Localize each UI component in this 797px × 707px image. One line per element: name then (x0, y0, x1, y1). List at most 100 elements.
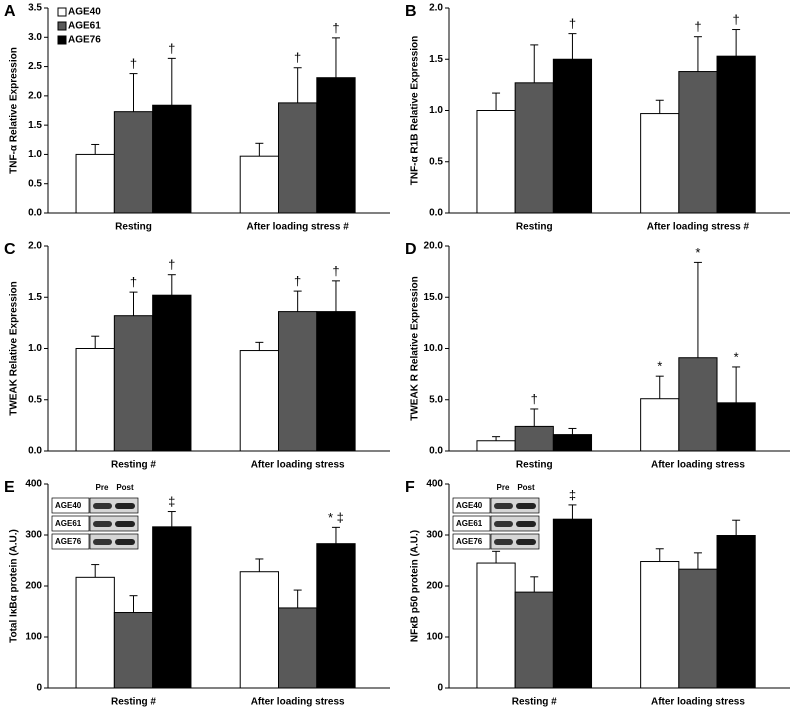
bar (640, 113, 680, 214)
y-tick-label: 0 (437, 683, 443, 694)
y-tick-label: 0.0 (429, 208, 443, 219)
y-tick-label: 0.0 (28, 208, 42, 219)
significance-mark: † (332, 20, 339, 35)
bar (640, 561, 680, 689)
bar (678, 568, 718, 689)
significance-mark: † (168, 41, 175, 56)
blot-band (516, 521, 536, 527)
blot-band (516, 503, 536, 509)
y-axis-label: Total IκBα protein (A.U.) (9, 529, 20, 643)
bar (316, 77, 356, 214)
y-axis-label: TWEAK Relative Expression (9, 281, 20, 415)
y-tick-label: 400 (426, 479, 443, 490)
blot-band-box (89, 515, 139, 532)
x-tick-label: After loading stress # (247, 222, 350, 233)
legend-swatch (57, 7, 67, 17)
significance-mark: † (130, 56, 137, 71)
y-tick-label: 1.5 (429, 54, 443, 65)
y-tick-label: 2.0 (28, 90, 42, 101)
significance-mark: ‡ (569, 487, 576, 502)
bar (514, 82, 554, 214)
bar (75, 153, 115, 214)
bar (552, 518, 593, 689)
significance-mark: † (694, 19, 701, 34)
significance-mark: † (168, 257, 175, 272)
x-tick-label: Resting (516, 222, 553, 233)
significance-mark: * ‡ (328, 510, 344, 525)
bar (278, 607, 318, 689)
blot-label-box (452, 533, 491, 550)
bar (476, 562, 516, 689)
bar (316, 543, 356, 689)
significance-mark: ‡ (168, 494, 175, 509)
x-tick-label: Resting (115, 222, 152, 233)
bar (239, 350, 280, 452)
blot-band-box (89, 497, 139, 514)
blot-label-box (51, 515, 90, 532)
bar (514, 591, 554, 689)
y-tick-label: 1.0 (28, 149, 42, 160)
significance-mark: * (734, 349, 739, 364)
y-tick-label: 2.5 (28, 61, 42, 72)
y-tick-label: 0.5 (28, 178, 42, 189)
bar (678, 357, 718, 452)
y-tick-label: 2.0 (28, 241, 42, 252)
bar (278, 311, 318, 452)
bar (476, 110, 516, 214)
blot-row-label: AGE40 (55, 501, 82, 510)
y-axis-label: TNF-α Relative Expression (9, 47, 20, 174)
blot-band (93, 521, 112, 527)
significance-mark: * (695, 245, 700, 260)
bar (113, 612, 154, 689)
bar (239, 155, 280, 214)
blot-band (516, 539, 536, 545)
bar (152, 526, 192, 689)
blot-column-label: Post (517, 483, 535, 492)
y-tick-label: 0.5 (28, 394, 42, 405)
significance-mark: † (733, 12, 740, 27)
y-tick-label: 300 (426, 530, 443, 541)
y-tick-label: 0.5 (429, 156, 443, 167)
blot-band-box (89, 533, 139, 550)
bar (552, 58, 593, 214)
blot-label-box (452, 497, 491, 514)
legend-label: AGE40 (68, 7, 101, 18)
y-tick-label: 3.0 (28, 32, 42, 43)
blot-column-label: Post (116, 483, 134, 492)
y-tick-label: 400 (25, 479, 42, 490)
y-tick-label: 20.0 (424, 241, 444, 252)
significance-mark: † (531, 391, 538, 406)
bar (75, 576, 115, 689)
bar (476, 440, 516, 452)
bar (152, 294, 192, 452)
y-tick-label: 2.0 (429, 3, 443, 14)
bar (716, 535, 756, 689)
blot-column-label: Pre (96, 483, 109, 492)
y-tick-label: 100 (426, 632, 443, 643)
bar (716, 55, 756, 214)
y-tick-label: 1.0 (429, 105, 443, 116)
blot-band (494, 503, 513, 509)
bar (678, 71, 718, 214)
legend-label: AGE76 (68, 35, 101, 46)
bar (514, 425, 554, 452)
blot-band (494, 521, 513, 527)
bar (316, 311, 356, 452)
y-tick-label: 1.5 (28, 292, 42, 303)
legend-swatch (57, 21, 67, 31)
y-tick-label: 0.0 (429, 446, 443, 457)
y-axis-label: TWEAK R Relative Expression (410, 276, 421, 420)
blot-row-label: AGE76 (456, 537, 483, 546)
blot-band (93, 503, 112, 509)
panel-letter: F (405, 479, 415, 496)
significance-mark: † (569, 16, 576, 31)
x-tick-label: After loading stress (251, 697, 345, 707)
bar (239, 571, 280, 689)
y-tick-label: 15.0 (424, 292, 444, 303)
blot-label-box (51, 497, 90, 514)
x-tick-label: Resting # (111, 460, 156, 471)
x-tick-label: Resting (516, 460, 553, 471)
bar (278, 102, 318, 214)
y-tick-label: 0 (36, 683, 42, 694)
